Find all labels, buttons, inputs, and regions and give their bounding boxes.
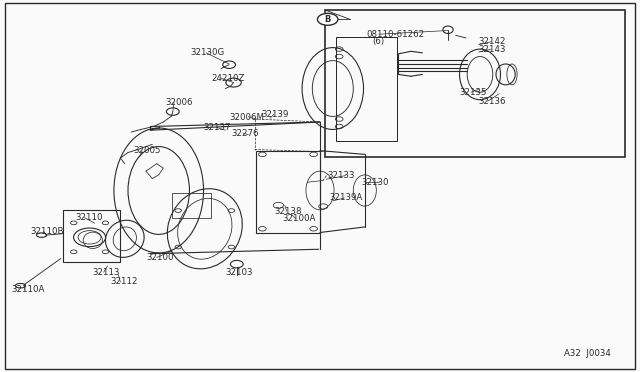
Text: 08110-61262: 08110-61262 xyxy=(366,30,424,39)
Bar xyxy=(256,151,320,232)
Text: 32137: 32137 xyxy=(204,123,231,132)
Text: 32139: 32139 xyxy=(261,110,289,119)
Text: 32276: 32276 xyxy=(232,129,259,138)
Text: 32103: 32103 xyxy=(225,268,253,277)
Text: 32139A: 32139A xyxy=(330,193,363,202)
Text: 32112: 32112 xyxy=(110,278,138,286)
Text: 32143: 32143 xyxy=(479,45,506,54)
Text: 24210Z: 24210Z xyxy=(211,74,244,83)
Text: 32136: 32136 xyxy=(479,97,506,106)
Text: 32100A: 32100A xyxy=(283,214,316,223)
Text: 32110A: 32110A xyxy=(12,285,45,294)
Text: 32006M: 32006M xyxy=(229,113,264,122)
Text: A32  J0034: A32 J0034 xyxy=(564,349,611,358)
Bar xyxy=(325,10,625,157)
Text: 32133: 32133 xyxy=(328,171,355,180)
Bar xyxy=(336,37,397,141)
Bar xyxy=(63,210,120,262)
Text: 32138: 32138 xyxy=(274,207,301,216)
Text: 32113: 32113 xyxy=(93,268,120,277)
Text: 32110: 32110 xyxy=(76,213,103,222)
Text: 32006: 32006 xyxy=(165,98,193,107)
Text: 32130: 32130 xyxy=(362,178,389,187)
Text: 32100: 32100 xyxy=(146,253,173,262)
Circle shape xyxy=(317,13,338,25)
Text: 32130G: 32130G xyxy=(191,48,225,57)
Text: 32110B: 32110B xyxy=(31,227,64,236)
Bar xyxy=(172,193,211,218)
Text: B: B xyxy=(324,15,331,24)
Text: 32135: 32135 xyxy=(460,88,487,97)
Text: 32005: 32005 xyxy=(133,146,161,155)
Text: (6): (6) xyxy=(372,37,385,46)
Text: 32142: 32142 xyxy=(479,37,506,46)
